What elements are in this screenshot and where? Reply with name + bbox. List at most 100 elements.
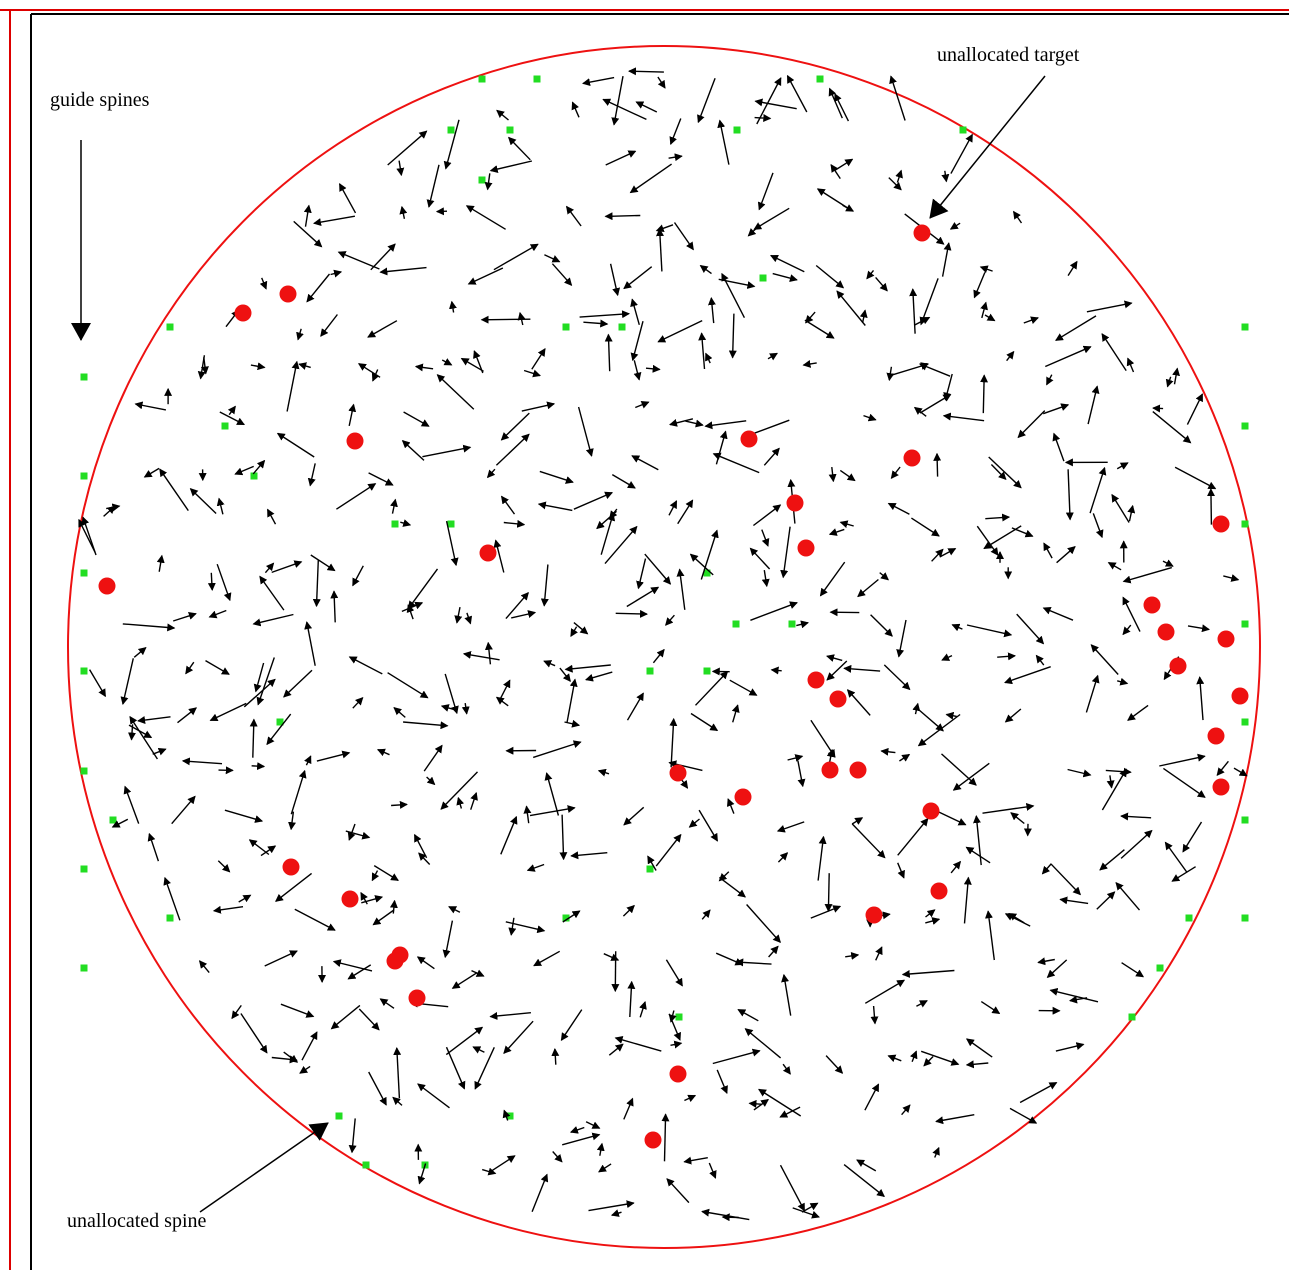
vector-arrow <box>250 362 266 371</box>
vector-arrow <box>143 467 160 478</box>
vector-arrow <box>1096 891 1116 910</box>
vector-arrow <box>626 586 660 608</box>
vector-arrow <box>883 664 911 691</box>
vector-arrow <box>843 1164 885 1198</box>
vector-arrow <box>951 623 963 632</box>
vector-arrow <box>489 1011 531 1020</box>
target-layer <box>98 224 1249 1149</box>
target-marker <box>807 671 825 689</box>
vector-arrow <box>163 876 181 921</box>
vector-arrow <box>296 328 304 341</box>
vector-arrow <box>498 679 511 702</box>
vector-arrow <box>633 360 642 381</box>
vector-arrow <box>393 1047 402 1099</box>
vector-arrow <box>1023 316 1039 324</box>
vector-arrow <box>875 276 888 292</box>
vector-arrow <box>1089 466 1107 514</box>
vector-arrow <box>552 1151 563 1163</box>
target-marker <box>346 432 364 450</box>
vector-arrow <box>779 1164 806 1212</box>
vector-arrow <box>655 833 682 867</box>
vector-arrow <box>870 614 893 637</box>
vector-arrow <box>407 568 439 610</box>
vector-arrow <box>677 499 694 525</box>
vector-arrow <box>286 360 300 412</box>
vector-arrow <box>502 1109 511 1121</box>
vector-arrow <box>290 769 307 815</box>
vector-arrow <box>657 319 703 343</box>
vector-arrow <box>526 863 545 872</box>
vector-arrow <box>776 821 805 833</box>
vector-arrow <box>379 998 395 1009</box>
vector-arrow <box>1174 466 1217 490</box>
spine-marker <box>675 1013 683 1021</box>
vector-arrow <box>825 1055 844 1074</box>
vector-arrow <box>763 447 780 466</box>
vector-arrow <box>1127 504 1136 522</box>
spine-marker <box>80 667 88 675</box>
vector-arrow <box>839 469 856 482</box>
vector-arrow <box>1233 767 1248 777</box>
vector-arrow <box>673 222 694 251</box>
vector-arrow <box>708 1162 717 1179</box>
vector-arrow <box>889 75 906 121</box>
vector-arrow <box>952 762 990 791</box>
vector-arrow <box>330 1004 361 1030</box>
vector-arrow <box>1187 624 1210 633</box>
vector-arrow <box>796 620 809 629</box>
vector-arrow <box>652 648 665 664</box>
spine-marker <box>1128 1013 1136 1021</box>
vector-arrow <box>604 212 641 221</box>
target-marker <box>913 224 931 242</box>
vector-arrow <box>630 298 640 325</box>
vector-arrow <box>573 491 614 510</box>
vector-arrow <box>1090 644 1119 675</box>
vector-arrow <box>441 358 453 366</box>
vector-arrow <box>259 575 285 611</box>
vector-arrow <box>605 150 637 166</box>
vector-arrow <box>856 1159 877 1172</box>
vector-arrow <box>283 1051 299 1063</box>
vector-arrow <box>627 980 636 1018</box>
vector-arrow <box>330 590 339 623</box>
vector-arrow <box>668 1013 681 1041</box>
vector-arrow <box>313 215 356 227</box>
vector-arrow <box>426 776 436 786</box>
vector-arrow <box>676 568 686 610</box>
vector-arrow <box>560 1009 583 1042</box>
vector-arrow <box>851 817 864 825</box>
vector-arrow <box>1122 596 1141 632</box>
target-marker <box>669 1065 687 1083</box>
vector-arrow <box>913 316 931 326</box>
vector-arrow <box>988 456 1022 489</box>
vector-arrow <box>1223 574 1240 582</box>
vector-arrow <box>400 519 412 527</box>
vector-arrow <box>1186 393 1204 425</box>
vector-arrow <box>912 702 921 715</box>
spine-marker <box>276 718 284 726</box>
vector-arrow <box>942 412 985 422</box>
vector-arrow <box>705 352 713 364</box>
vector-arrow <box>352 565 364 587</box>
vector-arrow <box>579 310 630 319</box>
vector-arrow <box>973 815 982 866</box>
vector-arrow <box>1004 666 1051 685</box>
vector-arrow <box>611 473 636 489</box>
vector-arrow <box>888 177 902 191</box>
vector-arrow <box>418 852 431 865</box>
vector-arrow <box>690 712 719 732</box>
vector-arrow <box>925 909 936 918</box>
vector-arrow <box>801 1202 819 1213</box>
vector-arrow <box>897 862 905 879</box>
vector-arrow <box>712 1048 761 1065</box>
vector-arrow <box>252 613 294 627</box>
vector-arrow <box>728 313 737 359</box>
vector-arrow <box>668 760 703 772</box>
vector-arrow <box>665 614 675 626</box>
spine-marker <box>788 620 796 628</box>
vector-arrow <box>980 374 989 414</box>
vector-arrow <box>227 405 236 416</box>
spine-marker <box>1185 914 1193 922</box>
vector-arrow <box>935 1114 975 1125</box>
